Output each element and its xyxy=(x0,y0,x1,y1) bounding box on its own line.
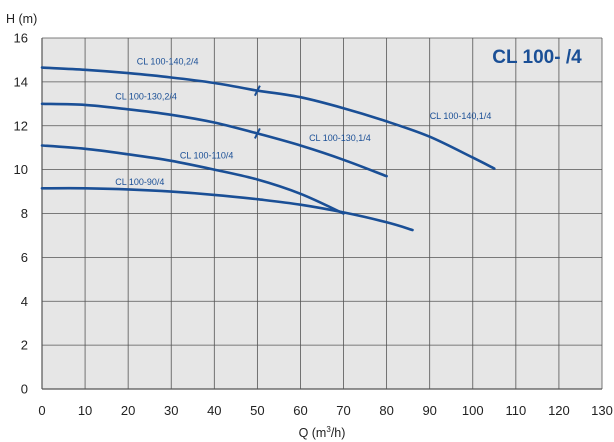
x-tick-label: 40 xyxy=(207,403,221,418)
y-tick-label: 0 xyxy=(21,382,28,397)
x-tick-label: 100 xyxy=(462,403,484,418)
pump-curve-line xyxy=(256,132,388,178)
curve-label: CL 100-130,1/4 xyxy=(309,133,371,143)
x-tick-label: 20 xyxy=(121,403,135,418)
curve-label: CL 100-140,1/4 xyxy=(430,111,492,121)
curve-label: CL 100-90/4 xyxy=(115,177,164,187)
pump-curve-line xyxy=(40,186,414,232)
x-tick-label: 130 xyxy=(591,403,613,418)
y-tick-label: 2 xyxy=(21,338,28,353)
x-tick-label: 80 xyxy=(379,403,393,418)
y-axis-label: H (m) xyxy=(6,12,37,26)
pump-curve-line xyxy=(40,102,259,135)
x-tick-label: 60 xyxy=(293,403,307,418)
pump-curve-line xyxy=(40,66,259,92)
y-tick-label: 12 xyxy=(14,118,28,133)
y-tick-label: 4 xyxy=(21,294,28,309)
x-tick-labels: 0 10 20 30 40 50 60 70 80 90 100 110 120 130 xyxy=(38,403,612,418)
y-tick-label: 8 xyxy=(21,206,28,221)
pump-curve-line xyxy=(40,144,345,215)
x-tick-label: 90 xyxy=(422,403,436,418)
chart-title: CL 100- /4 xyxy=(492,47,582,68)
x-tick-label: 0 xyxy=(38,403,45,418)
y-tick-label: 10 xyxy=(14,162,28,177)
x-axis-label: Q (m3/h) xyxy=(299,425,346,440)
grid-lines xyxy=(41,37,603,390)
curve-label: CL 100-130,2/4 xyxy=(115,91,177,101)
x-tick-label: 10 xyxy=(78,403,92,418)
curve-split-marker xyxy=(253,127,261,139)
pump-curves xyxy=(40,66,496,232)
curve-label: CL 100-140,2/4 xyxy=(137,56,199,66)
x-tick-label: 70 xyxy=(336,403,350,418)
y-tick-labels: 0 2 4 6 8 10 12 14 16 xyxy=(14,31,28,397)
y-tick-label: 14 xyxy=(14,74,28,89)
y-tick-label: 16 xyxy=(14,31,28,46)
x-tick-label: 30 xyxy=(164,403,178,418)
pump-curve-line xyxy=(256,89,496,170)
curve-labels: CL 100-140,2/4 CL 100-140,1/4 CL 100-130,2… xyxy=(115,56,491,187)
curve-label: CL 100-110/4 xyxy=(180,151,234,161)
x-tick-label: 110 xyxy=(505,403,526,418)
x-tick-label: 50 xyxy=(250,403,264,418)
x-tick-label: 120 xyxy=(548,403,570,418)
y-tick-label: 6 xyxy=(21,250,28,265)
